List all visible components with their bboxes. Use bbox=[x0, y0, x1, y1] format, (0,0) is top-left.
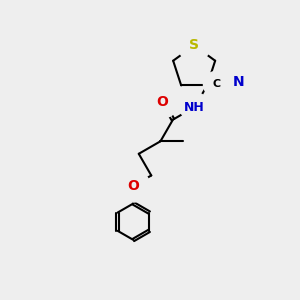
Text: O: O bbox=[128, 179, 140, 193]
Text: O: O bbox=[157, 95, 169, 109]
Text: S: S bbox=[189, 38, 199, 52]
Circle shape bbox=[203, 71, 230, 97]
Circle shape bbox=[178, 29, 210, 62]
Text: N: N bbox=[233, 76, 245, 89]
Circle shape bbox=[117, 169, 150, 202]
Circle shape bbox=[223, 66, 255, 99]
Circle shape bbox=[180, 92, 209, 122]
Text: C: C bbox=[212, 80, 220, 89]
Text: NH: NH bbox=[184, 100, 205, 114]
Circle shape bbox=[146, 85, 179, 118]
